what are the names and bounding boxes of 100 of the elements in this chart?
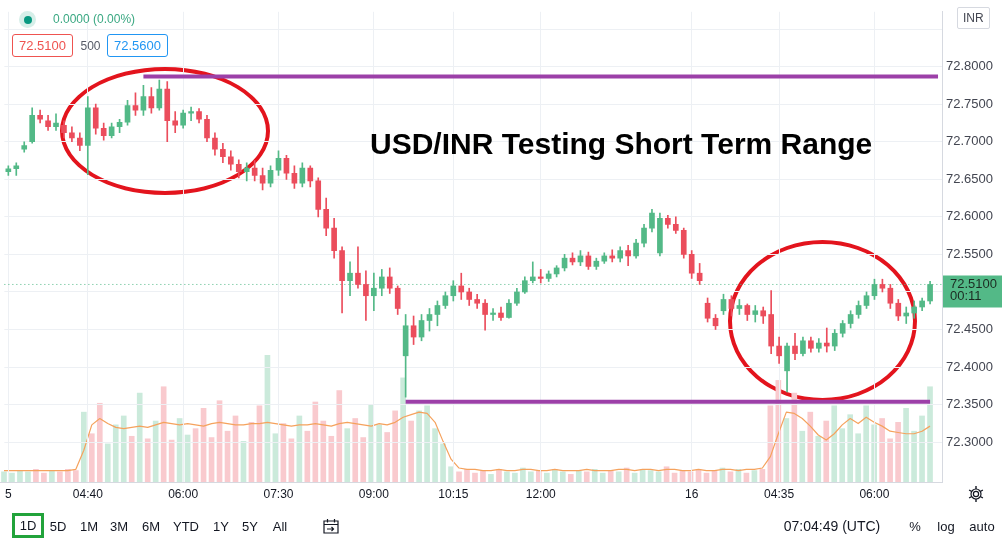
y-tick-label: 72.4000	[946, 358, 993, 374]
bar	[120, 415, 127, 482]
y-tick-label: 72.8000	[946, 58, 993, 74]
annotation: 500	[80, 38, 101, 53]
bar	[567, 474, 574, 482]
bar	[847, 414, 854, 482]
bar	[488, 474, 494, 482]
bar	[320, 420, 327, 482]
annotation: 72.5600	[107, 34, 168, 57]
bar	[583, 471, 590, 482]
bar	[791, 392, 798, 482]
x-tick-label: 04:40	[72, 486, 104, 501]
bar	[128, 435, 135, 482]
text: USD/INR Testing Short Term Range	[370, 127, 873, 160]
x-tick-label: 10:15	[438, 486, 469, 501]
x-tick-label: 06:00	[859, 486, 890, 501]
bar	[344, 428, 351, 482]
bar	[520, 467, 526, 482]
bar	[328, 435, 335, 482]
text: 1Y	[213, 518, 229, 534]
text: 1M	[79, 518, 99, 534]
bar	[400, 377, 406, 482]
bar	[49, 470, 55, 482]
text: YTD	[173, 518, 199, 534]
text: %	[909, 518, 921, 534]
bar	[104, 443, 111, 482]
bar	[919, 415, 925, 482]
bar	[25, 471, 31, 482]
x-tick-label: 12:00	[525, 486, 557, 501]
bar	[903, 408, 909, 482]
y-axis-title: INR	[957, 7, 990, 29]
text: 5D	[49, 518, 67, 534]
candlestick	[188, 106, 194, 122]
x-tick-label: 04:35	[764, 486, 795, 501]
annotation: 0.0000 (0.00%)	[53, 12, 136, 26]
bar	[73, 470, 79, 482]
candlestick	[13, 162, 20, 176]
candlestick	[363, 270, 369, 321]
bar	[528, 471, 534, 482]
text: 3M	[109, 518, 129, 534]
bar	[136, 392, 143, 482]
text: log	[937, 518, 955, 534]
bar	[384, 432, 391, 482]
candlestick	[53, 113, 59, 131]
bar	[416, 410, 422, 482]
candlestick	[243, 162, 250, 182]
bar	[112, 424, 119, 482]
x-tick-label: 16	[685, 486, 699, 501]
bar	[464, 468, 470, 482]
y-tick-label: 72.3000	[946, 433, 993, 449]
bar	[496, 468, 502, 482]
bar	[33, 468, 39, 482]
bar	[879, 418, 885, 482]
bar	[855, 433, 862, 482]
bar	[144, 438, 151, 482]
bar	[456, 471, 462, 482]
y-tick-label: 72.3500	[946, 396, 993, 412]
bar	[607, 470, 614, 482]
bar	[392, 410, 398, 482]
bar	[472, 472, 478, 482]
bar	[599, 472, 606, 482]
bar	[815, 435, 822, 482]
y-tick-label: 72.6000	[946, 208, 993, 224]
bar	[911, 430, 917, 482]
text: 6M	[141, 518, 161, 534]
x-tick-label: 07:30	[263, 486, 294, 501]
bar	[41, 472, 47, 482]
bar	[360, 437, 367, 482]
text: 1D	[12, 513, 44, 538]
bar	[480, 470, 486, 482]
bar	[823, 420, 830, 482]
bar	[615, 471, 622, 482]
bar	[336, 390, 343, 482]
text: All	[272, 518, 288, 534]
candlestick	[458, 272, 465, 300]
bar	[376, 424, 383, 482]
y-tick-label: 72.6500	[946, 170, 993, 186]
bar	[512, 472, 518, 482]
bar	[887, 438, 893, 482]
bar	[80, 411, 87, 482]
bar	[551, 468, 558, 482]
bar	[591, 468, 598, 482]
bar	[647, 470, 654, 482]
bar	[440, 443, 446, 482]
bar	[424, 405, 430, 482]
bar	[96, 402, 103, 482]
bar	[1, 471, 7, 482]
annotation: 72.5100	[12, 34, 73, 57]
bar	[88, 433, 95, 482]
bar	[57, 471, 63, 482]
bar	[751, 470, 758, 482]
bar	[17, 470, 23, 482]
y-tick-label: 72.7500	[946, 95, 993, 111]
bar	[831, 405, 838, 482]
bar	[863, 405, 869, 482]
y-tick-label: 72.5500	[946, 245, 993, 261]
candlestick	[490, 308, 496, 321]
bar	[895, 421, 901, 482]
bar	[927, 386, 933, 482]
candlestick	[537, 269, 544, 284]
